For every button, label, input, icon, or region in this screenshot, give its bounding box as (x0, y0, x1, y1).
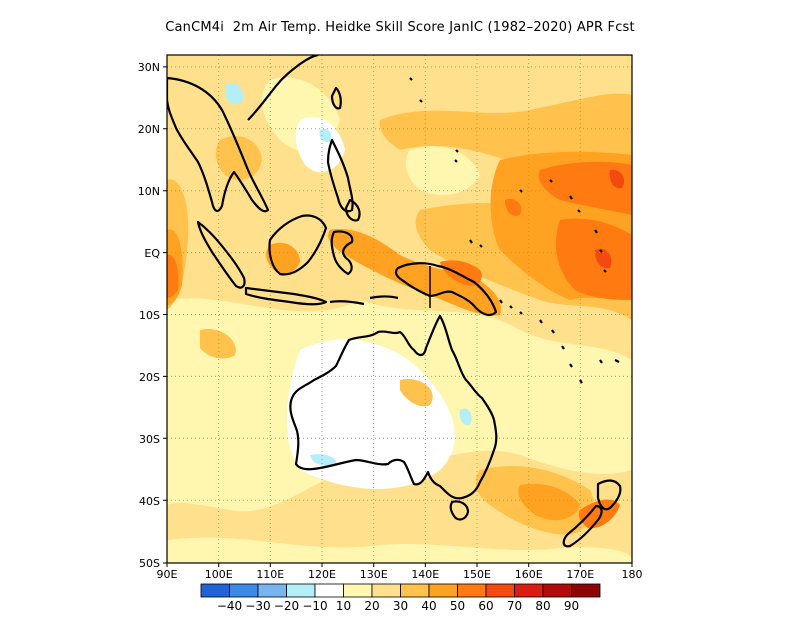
lat-tick: 10S (139, 309, 160, 322)
colorbar-swatch (457, 583, 487, 598)
lon-tick: 130E (360, 568, 388, 581)
colorbar-label: −10 (302, 599, 327, 613)
colorbar-swatch (257, 583, 287, 598)
lon-tick: 110E (256, 568, 284, 581)
colorbar-swatch (343, 583, 373, 598)
colorbar-label: −20 (274, 599, 299, 613)
colorbar-swatch (229, 583, 259, 598)
colorbar-swatch (400, 583, 430, 598)
coastlines (167, 55, 622, 548)
lon-tick: 90E (157, 568, 178, 581)
colorbar-swatch (371, 583, 401, 598)
skill-field (167, 55, 632, 563)
colorbar: −40 −30 −20 −10 10 20 30 40 50 60 70 80 90 (200, 583, 601, 613)
colorbar-label: 60 (478, 599, 493, 613)
lat-tick: 20N (138, 123, 160, 136)
chart-title: CanCM4i 2m Air Temp. Heidke Skill Score … (165, 20, 635, 35)
lon-axis: 90E 100E 110E 120E 130E 140E 150E 160E 1… (157, 568, 643, 581)
lat-tick: 50S (139, 557, 160, 570)
map-frame (166, 54, 633, 564)
lat-tick: 10N (138, 185, 160, 198)
colorbar-label: 30 (393, 599, 408, 613)
lon-tick: 180 (622, 568, 643, 581)
colorbar-label: 20 (364, 599, 379, 613)
lat-axis: 30N 20N 10N EQ 10S 20S 30S 40S 50S (138, 61, 161, 570)
colorbar-swatch (200, 583, 230, 598)
lon-tick: 170E (566, 568, 594, 581)
colorbar-swatch (514, 583, 544, 598)
colorbar-swatch (485, 583, 515, 598)
colorbar-swatch (286, 583, 316, 598)
colorbar-label: 40 (421, 599, 436, 613)
colorbar-label: −30 (245, 599, 270, 613)
lat-tick: 30N (138, 61, 160, 74)
colorbar-label: 80 (535, 599, 550, 613)
colorbar-label: 70 (507, 599, 522, 613)
lon-tick: 160E (515, 568, 543, 581)
colorbar-label: 90 (564, 599, 579, 613)
colorbar-swatch (314, 583, 344, 598)
lon-tick: 100E (205, 568, 233, 581)
lon-tick: 150E (463, 568, 491, 581)
colorbar-label: −40 (217, 599, 242, 613)
colorbar-label: 50 (450, 599, 465, 613)
lon-tick: 120E (308, 568, 336, 581)
colorbar-label: 10 (336, 599, 351, 613)
lat-tick: 30S (139, 433, 160, 446)
colorbar-swatch (428, 583, 458, 598)
lon-tick: 140E (411, 568, 439, 581)
lat-tick: 40S (139, 495, 160, 508)
lat-tick: 20S (139, 371, 160, 384)
colorbar-swatch (571, 583, 601, 598)
lat-tick: EQ (144, 247, 160, 260)
colorbar-swatch (542, 583, 572, 598)
